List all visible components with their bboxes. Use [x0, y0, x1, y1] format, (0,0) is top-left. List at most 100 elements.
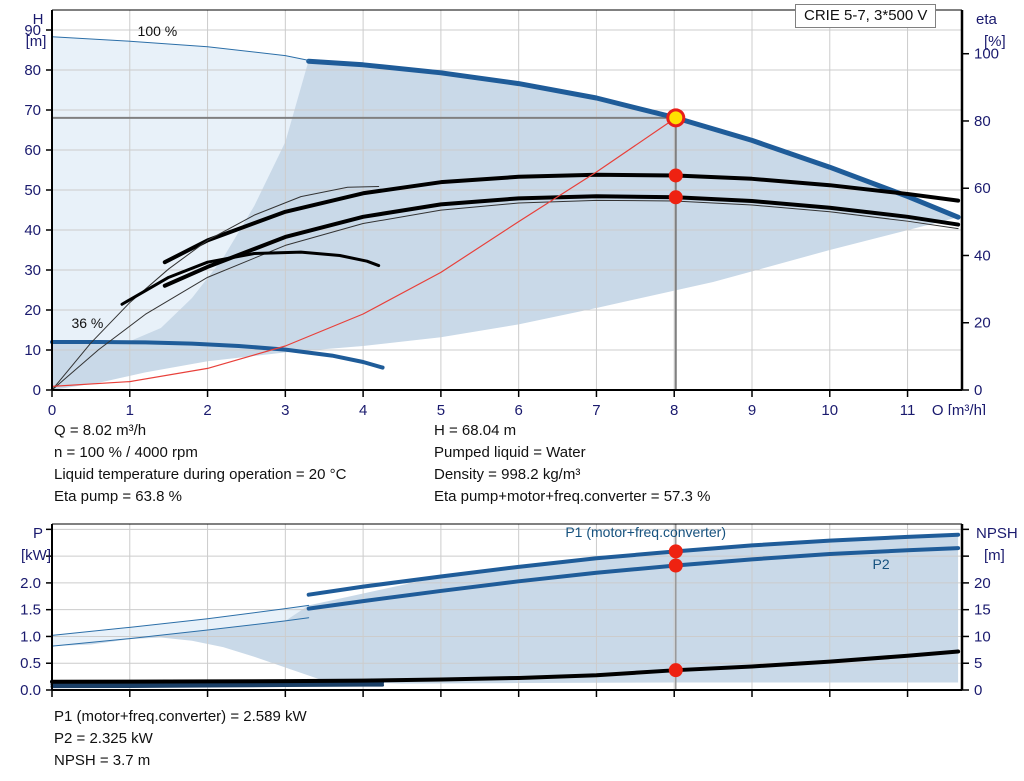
x-axis-tick-label: 8: [670, 402, 678, 415]
x-axis-tick-label: 2: [203, 402, 211, 415]
plot-area: [50, 10, 962, 391]
pump-model-title: CRIE 5-7, 3*500 V: [795, 4, 937, 28]
duty-info-line: Liquid temperature during operation = 20…: [54, 466, 347, 483]
power-info-line: P2 = 2.325 kW: [54, 730, 153, 747]
duty-point[interactable]: [666, 108, 686, 128]
y2-axis-tick-label: 5: [974, 655, 982, 672]
axis-titles: P [kW] NPSH [m]: [21, 525, 1018, 564]
series-curve: [50, 681, 385, 686]
y2-axis-tick-label: 0: [974, 682, 982, 699]
y2-axis-title: eta: [976, 11, 998, 28]
series-curve: [50, 649, 961, 684]
y-axis-tick-label: 10: [24, 342, 41, 359]
x-axis-tick-label: 0: [48, 402, 56, 415]
head-efficiency-chart: 0 10 20 30 40 50 60 70 80 90 0 20 40 60 80 100 0 1 2 3 4 5 6 7 8…: [24, 9, 1006, 415]
y-axis-unit: [kW]: [21, 547, 51, 564]
x-axis-title: Q [m³/h]: [932, 402, 986, 415]
markers: [666, 108, 686, 205]
y-axis-tick-label: 40: [24, 222, 41, 239]
y2-axis-unit: [%]: [984, 33, 1006, 50]
y-axis-tick-label: 0: [33, 382, 41, 399]
p2-marker: [668, 558, 683, 573]
y-axis-tick-label: 90: [24, 22, 41, 39]
envelope-bands: [52, 534, 959, 684]
x-axis-tick-label: 7: [592, 402, 600, 415]
curve-label: P2: [873, 556, 890, 572]
series-curve: [51, 36, 310, 61]
power-reduced-speed-band: [52, 605, 309, 647]
series-curve: [306, 546, 961, 611]
y-axis-unit: [m]: [26, 33, 47, 50]
y-axis-title: P: [33, 525, 43, 542]
series-curve: [120, 250, 381, 306]
series-curve: [306, 58, 961, 220]
y-axis-title: H: [33, 11, 44, 28]
series-curve: [51, 199, 959, 391]
y2-axis-tick-label: 20: [974, 315, 991, 332]
p1-marker: [668, 544, 683, 559]
series-curve: [50, 340, 385, 370]
npsh-marker: [668, 663, 683, 678]
x-axis-tick-label: 1: [126, 402, 134, 415]
y-axis-tick-label: 30: [24, 262, 41, 279]
y-axis-tick-label: 2.0: [20, 575, 41, 592]
curve-label: 100 %: [138, 23, 178, 39]
axis-frame: [51, 523, 964, 691]
y-axis-ticks: 0 10 20 30 40 50 60 70 80 90: [24, 22, 52, 399]
series-curve: [51, 617, 310, 647]
envelope-bands: [52, 36, 959, 391]
x-axis-tick-label: 11: [900, 402, 916, 415]
y-axis-ticks: 0.0 0.5 1.0 1.5 2.0: [20, 528, 52, 699]
series-curve: [162, 172, 961, 265]
y2-axis-tick-label: 15: [974, 602, 991, 619]
x-axis-tick-label: 6: [514, 402, 522, 415]
curve-annotations: 100 % 36 %: [71, 23, 177, 331]
y2-axis-tick-label: 40: [974, 247, 991, 264]
y-axis-tick-label: 50: [24, 182, 41, 199]
y2-axis-ticks: 0 20 40 60 80 100: [962, 46, 999, 399]
y2-axis-unit: [m]: [984, 547, 1005, 564]
duty-info-line: Eta pump = 63.8 %: [54, 488, 182, 505]
axis-titles: H [m] eta [%] Q [m³/h]: [26, 11, 1006, 415]
x-axis-tick-label: 5: [437, 402, 445, 415]
y2-axis-tick-label: 0: [974, 382, 982, 399]
y-axis-tick-label: 60: [24, 142, 41, 159]
duty-info-line: n = 100 % / 4000 rpm: [54, 444, 198, 461]
duty-info-line: Q = 8.02 m³/h: [54, 422, 147, 439]
y2-axis-tick-label: 80: [974, 113, 991, 130]
y-axis-tick-label: 80: [24, 62, 41, 79]
duty-info-line: Pumped liquid = Water: [434, 444, 586, 461]
power-info-line: P1 (motor+freq.converter) = 2.589 kW: [54, 708, 307, 725]
eta-total-marker: [668, 190, 683, 205]
series-curve: [50, 683, 385, 689]
y-axis-tick-label: 1.0: [20, 628, 41, 645]
series-curve: [51, 186, 380, 391]
reduced-speed-band: [52, 36, 309, 343]
x-axis-ticks: [51, 690, 909, 697]
series-curve: [51, 604, 310, 636]
y2-axis-tick-label: 60: [974, 180, 991, 197]
series-curve: [306, 532, 961, 597]
x-axis-ticks: 0 1 2 3 4 5 6 7 8 9 10 11: [48, 390, 916, 415]
y2-axis-ticks: 0 5 10 15 20: [962, 528, 991, 699]
y2-axis-tick-label: 100: [974, 46, 999, 63]
eta-pump-marker: [668, 168, 683, 183]
power-operating-range-band: [52, 534, 959, 684]
y-axis-tick-label: 0.0: [20, 682, 41, 699]
power-info-line: NPSH = 3.7 m: [54, 752, 151, 769]
x-axis-tick-label: 4: [359, 402, 367, 415]
power-npsh-chart: 0.0 0.5 1.0 1.5 2.0 0 5 10 15 20 P [kW] NPSH [m] P1 (m…: [20, 523, 1018, 699]
curve-label: 36 %: [71, 315, 103, 331]
y2-axis-tick-label: 10: [974, 628, 991, 645]
x-axis-tick-label: 10: [821, 402, 838, 415]
duty-info-line: Density = 998.2 kg/m³: [434, 466, 581, 483]
curve-annotations: P1 (motor+freq.converter) P2: [565, 524, 890, 572]
y-axis-tick-label: 70: [24, 102, 41, 119]
duty-info-line: H = 68.04 m: [434, 422, 517, 439]
y2-axis-tick-label: 20: [974, 575, 991, 592]
x-axis-tick-label: 9: [748, 402, 756, 415]
curve-label: P1 (motor+freq.converter): [565, 524, 726, 540]
y-axis-tick-label: 0.5: [20, 655, 41, 672]
x-axis-tick-label: 3: [281, 402, 289, 415]
